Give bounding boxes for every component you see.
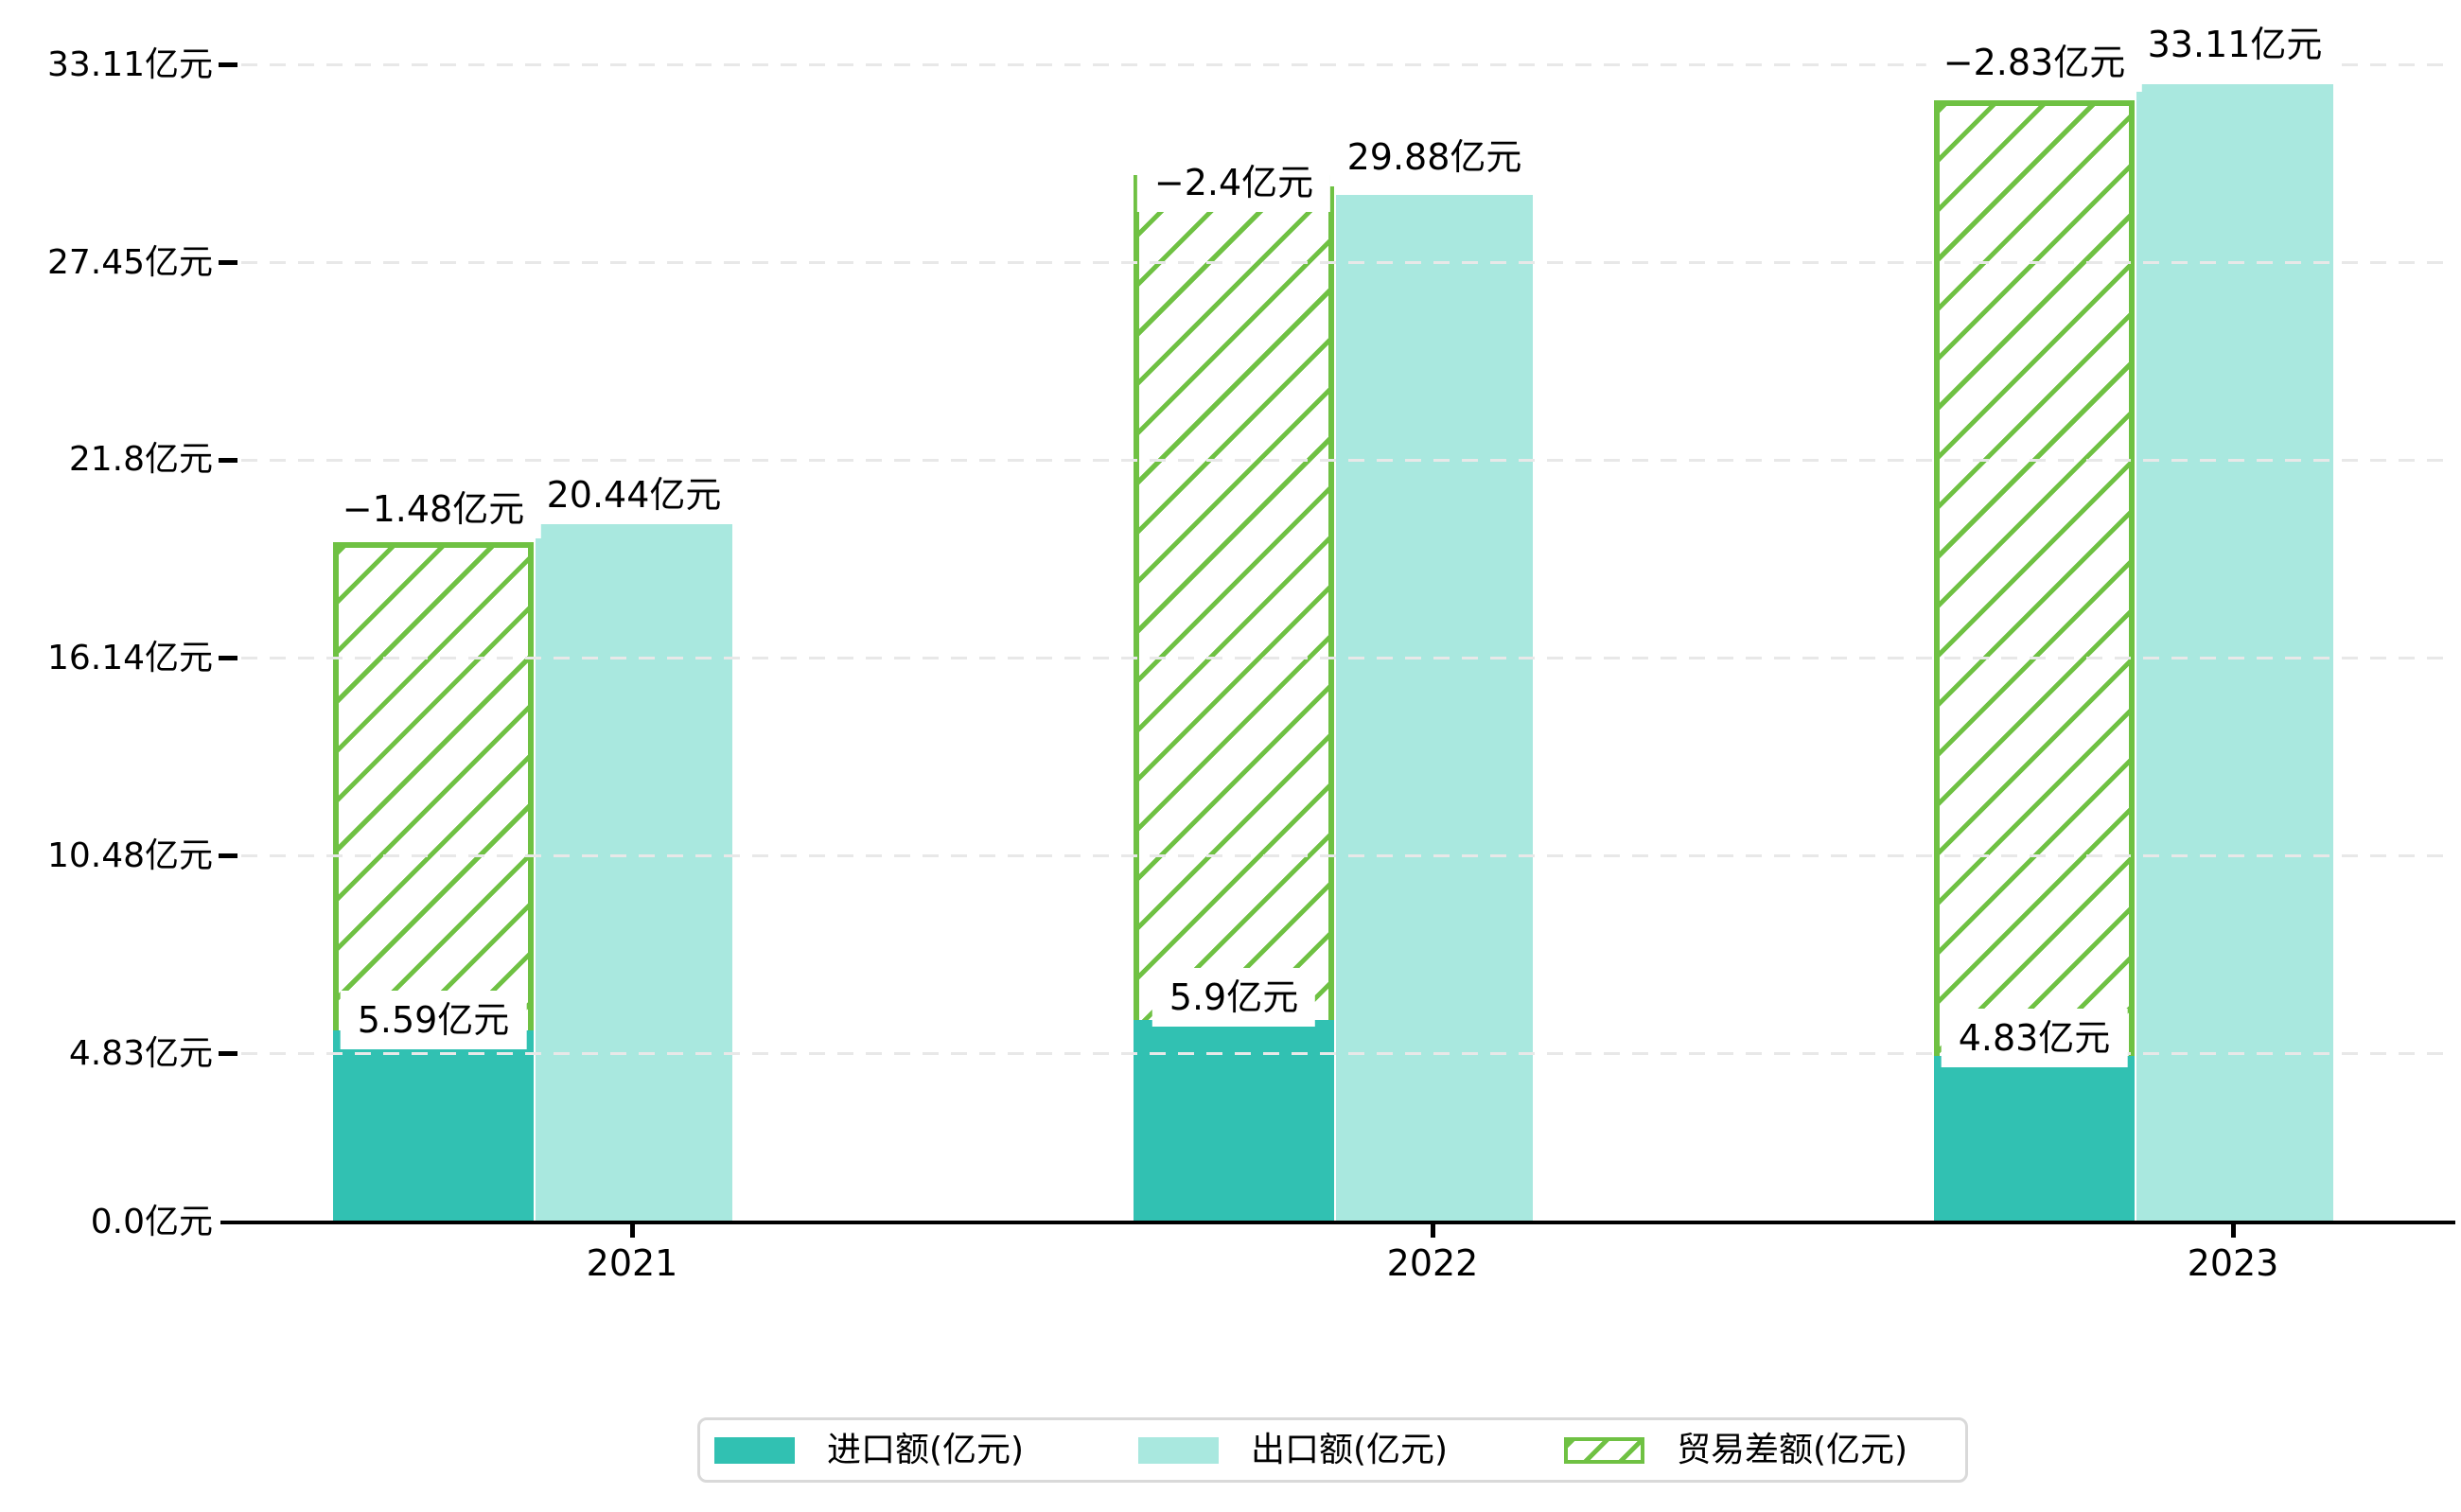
value-label-import-2021: 5.59亿元	[340, 990, 527, 1049]
value-label-export-2023: 33.11亿元	[2130, 14, 2340, 74]
value-label-trade-diff-2022: −2.4亿元	[1136, 153, 1331, 212]
y-grid-line	[241, 1052, 2455, 1056]
y-grid-line	[241, 63, 2455, 67]
bar-import-2022	[1134, 1019, 1334, 1222]
y-axis-label: 4.83亿元	[68, 1033, 213, 1073]
bar-import-2023	[1934, 1056, 2135, 1222]
bar-trade-diff-2022	[1134, 175, 1334, 1020]
bar-export-2021	[536, 519, 732, 1222]
legend-label-trade-diff: 贸易差额(亿元)	[1677, 1430, 1908, 1469]
value-label-import-2023: 4.83亿元	[1941, 1009, 2128, 1068]
y-axis-label: 0.0亿元	[90, 1203, 213, 1241]
legend-label-export: 出口额(亿元)	[1251, 1430, 1449, 1469]
legend-label-import: 进口额(亿元)	[827, 1430, 1025, 1469]
x-axis-line	[220, 1221, 2455, 1224]
y-tick-mark	[219, 62, 237, 68]
y-axis-label: 21.8亿元	[68, 440, 213, 480]
y-axis-label: 16.14亿元	[46, 638, 213, 677]
y-tick-mark	[219, 656, 237, 661]
legend-item-export: 出口额(亿元)	[1138, 1420, 1448, 1480]
y-tick-mark	[219, 853, 237, 859]
y-axis-label: 10.48亿元	[46, 835, 213, 875]
value-label-trade-diff-2023: −2.83亿元	[1925, 33, 2143, 92]
y-tick-mark	[219, 1051, 237, 1057]
legend-swatch-import-icon	[714, 1436, 795, 1464]
y-tick-mark	[219, 457, 237, 463]
y-tick-mark	[219, 260, 237, 266]
x-axis-label-2023: 2023	[2187, 1242, 2279, 1284]
bar-import-2021	[333, 1029, 534, 1222]
y-axis-label: 33.11亿元	[46, 44, 213, 84]
value-label-export-2021: 20.44亿元	[529, 466, 739, 525]
chart-legend: 进口额(亿元) 出口额(亿元) 贸易差额(亿元)	[697, 1417, 1968, 1483]
bar-export-2023	[2136, 83, 2333, 1222]
legend-swatch-export-icon	[1138, 1436, 1219, 1464]
x-tick-mark	[1430, 1224, 1435, 1238]
legend-item-import: 进口额(亿元)	[714, 1420, 1024, 1480]
y-axis-label: 27.45亿元	[46, 242, 213, 282]
value-label-trade-diff-2021: −1.48亿元	[325, 480, 542, 538]
value-label-import-2022: 5.9亿元	[1151, 967, 1316, 1027]
y-grid-line	[241, 261, 2455, 265]
x-tick-mark	[629, 1224, 635, 1238]
x-tick-mark	[2230, 1224, 2236, 1238]
bar-trade-diff-2023	[1934, 100, 2135, 1057]
y-grid-line	[241, 458, 2455, 462]
x-axis-label-2021: 2021	[586, 1242, 678, 1284]
y-grid-line	[241, 657, 2455, 660]
value-label-export-2022: 29.88亿元	[1329, 128, 1539, 187]
bar-trade-diff-2021	[333, 542, 534, 1030]
legend-swatch-trade-diff-icon	[1564, 1436, 1644, 1464]
y-grid-line	[241, 854, 2455, 858]
bar-export-2022	[1336, 195, 1533, 1222]
x-axis-label-2022: 2022	[1386, 1242, 1479, 1284]
legend-item-trade-diff: 贸易差额(亿元)	[1564, 1420, 1907, 1480]
